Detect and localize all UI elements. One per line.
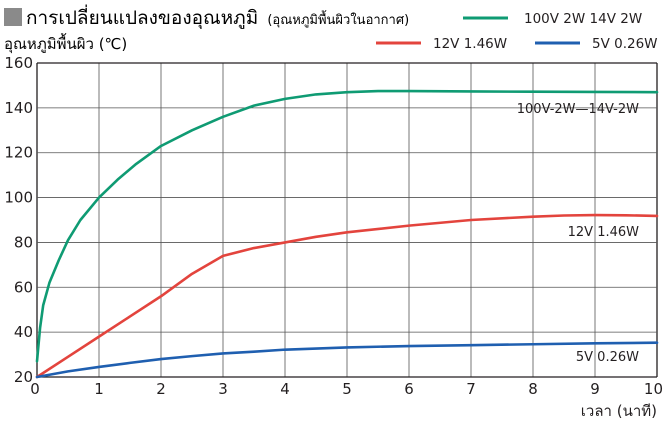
series-lines [35, 89, 659, 379]
y-axis-label: อุณหภูมิพื้นผิว (℃) [4, 33, 127, 54]
x-tick-label: 10 [644, 380, 663, 398]
series-line-3 [35, 341, 659, 379]
x-tick-label: 2 [156, 380, 166, 398]
y-tick-label: 140 [4, 99, 33, 117]
x-tick-label: 3 [218, 380, 228, 398]
series-annotation-3: 5V 0.26W [576, 350, 639, 365]
y-tick-label: 60 [14, 278, 33, 296]
x-tick-label: 1 [94, 380, 104, 398]
series-line-2 [35, 213, 659, 379]
x-tick-label: 9 [590, 380, 600, 398]
x-axis-label: เวลา (นาที) [581, 402, 657, 420]
title-square-icon [4, 8, 22, 26]
series-annotation-2: 12V 1.46W [568, 225, 640, 240]
chart-title: การเปลี่ยนแปลงของอุณหภูมิ (อุณหภูมิพื้นผ… [26, 4, 409, 30]
x-tick-label: 7 [466, 380, 476, 398]
y-tick-label: 20 [14, 368, 33, 386]
x-tick-label: 5 [342, 380, 352, 398]
y-tick-label: 40 [14, 323, 33, 341]
legend-label-series-2: 12V 1.46W [433, 36, 507, 52]
x-tick-label: 4 [280, 380, 290, 398]
x-tick-labels: 0 1 2 3 4 5 6 7 8 9 10 [30, 380, 663, 398]
x-tick-label: 8 [528, 380, 538, 398]
legend-label-series-1: 100V 2W 14V 2W [524, 11, 642, 27]
x-tick-label: 0 [30, 380, 40, 398]
chart-title-main: การเปลี่ยนแปลงของอุณหภูมิ [26, 4, 258, 30]
y-tick-label: 80 [14, 233, 33, 251]
y-tick-label: 160 [4, 54, 33, 72]
chart-subtitle: (อุณหภูมิพื้นผิวในอากาศ) [267, 10, 409, 28]
legend-label-series-3: 5V 0.26W [592, 36, 658, 52]
legend: 100V 2W 14V 2W 12V 1.46W 5V 0.26W [376, 11, 658, 52]
series-annotation-1: 100V-2W—14V-2W [517, 102, 639, 117]
x-tick-label: 6 [404, 380, 414, 398]
series-line-1 [35, 89, 659, 363]
series-annotations: 100V-2W—14V-2W 12V 1.46W 5V 0.26W [517, 102, 639, 365]
y-tick-label: 100 [4, 189, 33, 207]
y-tick-label: 120 [4, 144, 33, 162]
y-tick-labels: 20 40 60 80 100 120 140 160 [4, 54, 33, 386]
grid [36, 62, 658, 378]
